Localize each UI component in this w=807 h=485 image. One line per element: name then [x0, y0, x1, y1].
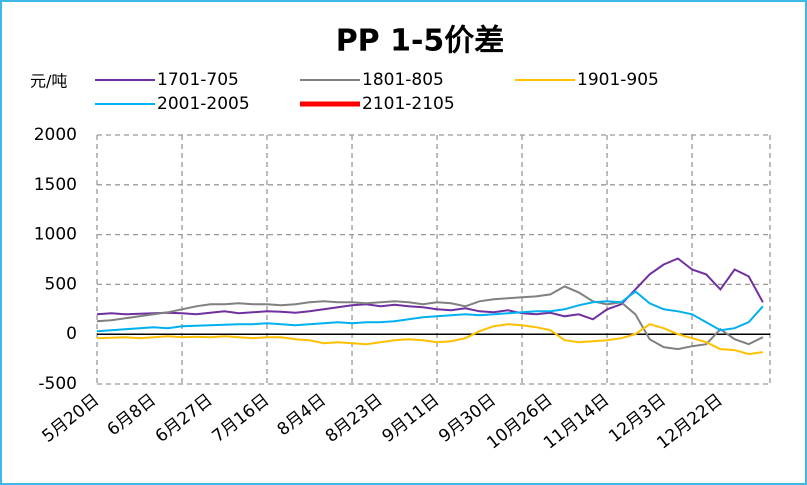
legend-label: 1901-905 [577, 70, 659, 90]
y-tick-label: 1500 [34, 175, 77, 195]
legend-label: 2001-2005 [157, 94, 250, 114]
legend-label: 1701-705 [157, 70, 239, 90]
series-line [96, 257, 764, 321]
y-tick-label: 2000 [34, 125, 77, 145]
series-line [96, 285, 764, 351]
y-axis-label: 元/吨 [30, 72, 67, 91]
y-tick-label: -500 [38, 374, 77, 394]
series-line [96, 323, 764, 356]
series-line [96, 290, 764, 333]
y-tick-label: 1000 [34, 225, 77, 245]
y-tick-label: 500 [45, 274, 77, 294]
chart-title: PP 1-5价差 [336, 24, 505, 59]
legend-label: 1801-805 [362, 70, 444, 90]
y-tick-label: 0 [66, 324, 77, 344]
legend-label: 2101-2105 [362, 94, 455, 114]
